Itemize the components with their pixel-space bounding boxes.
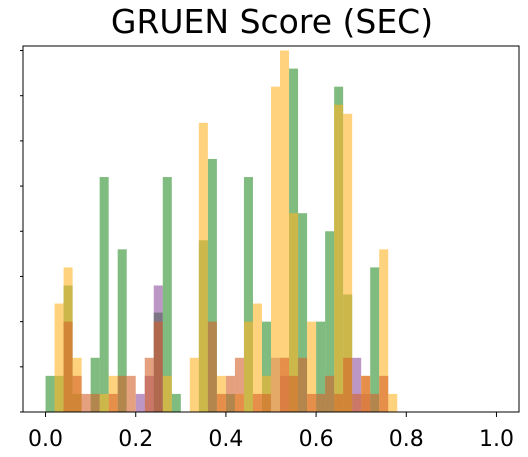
histogram-bar bbox=[352, 393, 362, 412]
histogram-bar bbox=[343, 357, 353, 412]
histogram-bar bbox=[325, 231, 335, 412]
histogram-bar bbox=[216, 393, 226, 412]
histogram-bar bbox=[207, 321, 217, 412]
histogram-bar bbox=[234, 357, 244, 412]
histogram-bar bbox=[117, 249, 127, 412]
histogram-bar bbox=[225, 375, 235, 412]
histogram-bar bbox=[334, 393, 344, 412]
histogram-bar bbox=[379, 249, 389, 412]
histogram-bar bbox=[108, 375, 118, 412]
histogram-bar bbox=[343, 113, 353, 412]
histogram-bar bbox=[271, 86, 281, 413]
histogram-series-4 bbox=[63, 321, 389, 412]
x-tick-label: 0.8 bbox=[389, 427, 424, 452]
histogram-bar bbox=[135, 393, 145, 412]
histogram-bar bbox=[153, 321, 163, 412]
histogram-bar bbox=[298, 357, 308, 412]
histogram-bar bbox=[361, 375, 371, 412]
histogram-bar bbox=[261, 393, 271, 412]
histogram-bar bbox=[63, 321, 73, 412]
histogram-bar bbox=[54, 303, 64, 412]
histogram-bar bbox=[198, 122, 208, 412]
histogram-bar bbox=[316, 321, 326, 412]
histogram-bar bbox=[370, 393, 380, 412]
x-tick-label: 1.0 bbox=[479, 427, 514, 452]
histogram-bar bbox=[379, 375, 389, 412]
histogram-bar bbox=[316, 393, 326, 412]
histogram-bar bbox=[280, 50, 290, 413]
histogram-bar bbox=[370, 267, 380, 412]
histogram-bar bbox=[72, 375, 82, 412]
histogram-bar bbox=[126, 375, 136, 412]
x-tick-label: 0.6 bbox=[299, 427, 334, 452]
histogram-bar bbox=[289, 375, 299, 412]
histogram-bar bbox=[162, 375, 172, 412]
histogram-bar bbox=[99, 177, 109, 412]
histogram-bar bbox=[252, 303, 262, 412]
histogram-bar bbox=[243, 177, 253, 412]
histogram-bar bbox=[307, 321, 317, 412]
histogram-bar bbox=[144, 357, 154, 412]
x-axis-ticks: 0.0 0.2 0.4 0.6 0.8 1.0 bbox=[28, 412, 514, 452]
x-tick-label: 0.4 bbox=[208, 427, 243, 452]
histogram-bar bbox=[388, 393, 398, 412]
histogram-bar bbox=[207, 158, 217, 412]
histogram-bar bbox=[99, 393, 109, 412]
histogram-bar bbox=[334, 104, 344, 413]
x-tick-label: 0.2 bbox=[118, 427, 153, 452]
histogram-bar bbox=[216, 375, 226, 412]
histogram-bar bbox=[90, 393, 100, 412]
histogram-bar bbox=[352, 357, 362, 412]
histogram-bar bbox=[289, 213, 299, 412]
x-tick-label: 0.0 bbox=[28, 427, 63, 452]
y-axis-ticks bbox=[20, 50, 23, 413]
histogram-bar bbox=[261, 375, 271, 412]
histogram-bar bbox=[90, 357, 100, 412]
histogram-bars bbox=[45, 50, 398, 413]
chart-title: GRUEN Score (SEC) bbox=[110, 2, 434, 41]
histogram-bar bbox=[45, 375, 55, 412]
histogram-bar bbox=[298, 213, 308, 412]
histogram-bar bbox=[307, 393, 317, 412]
histogram-bar bbox=[117, 375, 127, 412]
histogram-bar bbox=[162, 177, 172, 412]
histogram-bar bbox=[108, 393, 118, 412]
histogram-bar bbox=[81, 393, 91, 412]
histogram-bar bbox=[171, 393, 181, 412]
histogram-bar bbox=[243, 321, 253, 412]
histogram-bar bbox=[189, 357, 199, 412]
histogram-bar bbox=[280, 357, 290, 412]
histogram-bar bbox=[325, 375, 335, 412]
plot-frame bbox=[22, 45, 520, 413]
histogram-bar bbox=[252, 393, 262, 412]
histogram-bar bbox=[261, 321, 271, 412]
